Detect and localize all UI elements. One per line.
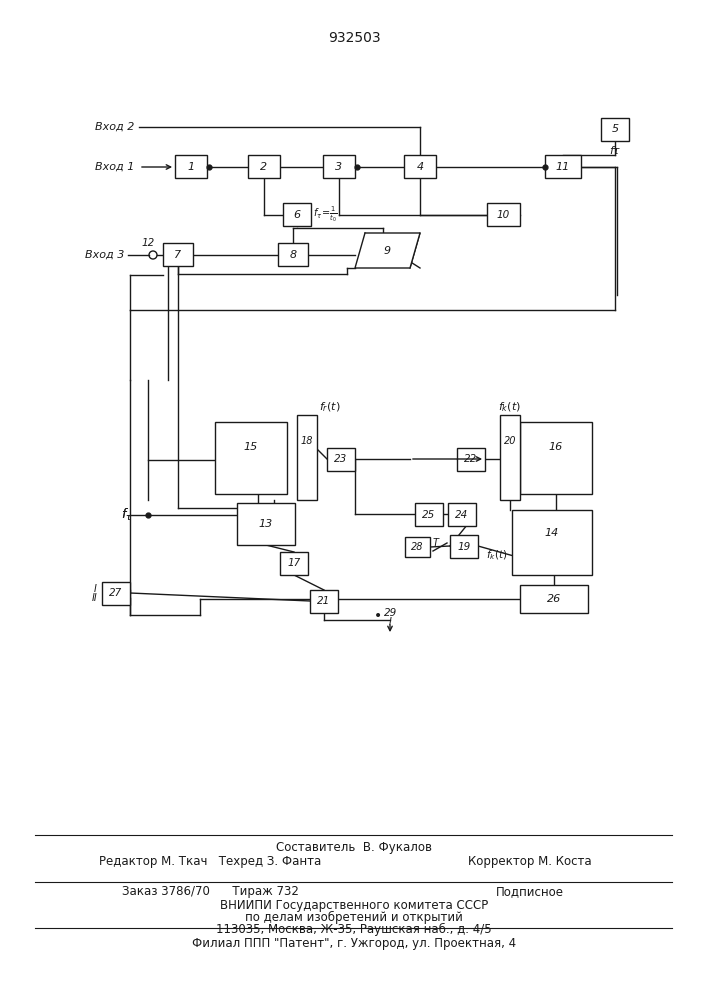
Text: 6: 6 [293, 210, 300, 220]
Bar [278, 243, 308, 266]
Bar [163, 243, 193, 266]
Bar [601, 118, 629, 141]
Text: 10: 10 [497, 210, 510, 220]
Text: Редактор М. Ткач   Техред З. Фанта: Редактор М. Ткач Техред З. Фанта [99, 856, 321, 868]
Text: 22: 22 [464, 454, 478, 464]
Bar [520, 585, 588, 613]
Text: 14: 14 [545, 528, 559, 538]
Bar [283, 203, 311, 226]
Text: 23: 23 [334, 454, 348, 464]
Text: Подписное: Подписное [496, 886, 564, 898]
Text: 20: 20 [504, 436, 516, 446]
Text: $f_τ$: $f_τ$ [122, 507, 133, 523]
Text: $f_\tau\!=\!\frac{1}{t_0}$: $f_\tau\!=\!\frac{1}{t_0}$ [313, 204, 337, 224]
Text: 19: 19 [457, 542, 471, 552]
Text: $f_k(t)$: $f_k(t)$ [498, 400, 521, 414]
Text: 18: 18 [300, 436, 313, 446]
Text: Вход 2: Вход 2 [95, 122, 134, 132]
Bar [280, 552, 308, 575]
Text: 932503: 932503 [327, 31, 380, 45]
Text: ВНИИПИ Государственного комитета СССР: ВНИИПИ Государственного комитета СССР [220, 898, 488, 912]
Text: I: I [94, 584, 97, 594]
Bar [248, 155, 280, 178]
Bar [237, 503, 295, 545]
Text: 113035, Москва, Ж-35, Раушская наб., д. 4/5: 113035, Москва, Ж-35, Раушская наб., д. … [216, 922, 492, 936]
Bar [487, 203, 520, 226]
Text: 29: 29 [384, 608, 397, 618]
Text: 2: 2 [260, 161, 267, 172]
Bar [415, 503, 443, 526]
Text: 15: 15 [244, 442, 258, 452]
Bar [512, 510, 592, 575]
Text: $f_k(t)$: $f_k(t)$ [486, 549, 507, 562]
Text: 28: 28 [411, 542, 423, 552]
Bar [310, 590, 338, 613]
Text: 27: 27 [110, 588, 122, 598]
Text: 24: 24 [455, 510, 469, 520]
Text: 11: 11 [556, 161, 570, 172]
Text: по делам изобретений и открытий: по делам изобретений и открытий [245, 910, 463, 924]
Polygon shape [355, 233, 420, 268]
Text: Заказ 3786/70      Тираж 732: Заказ 3786/70 Тираж 732 [122, 886, 298, 898]
Text: 8: 8 [289, 249, 296, 259]
Text: 3: 3 [335, 161, 343, 172]
Text: 4: 4 [416, 161, 423, 172]
Bar [297, 415, 317, 500]
Bar [457, 448, 485, 471]
Text: 16: 16 [549, 442, 563, 452]
Bar [404, 155, 436, 178]
Text: 21: 21 [317, 596, 331, 606]
Text: 9: 9 [384, 245, 391, 255]
Text: 26: 26 [547, 594, 561, 604]
Bar [500, 415, 520, 500]
Bar [520, 422, 592, 494]
Text: $f_τ$: $f_τ$ [122, 507, 133, 523]
Text: 17: 17 [287, 558, 300, 568]
Text: 13: 13 [259, 519, 273, 529]
Bar [175, 155, 207, 178]
Bar [327, 448, 355, 471]
Text: •: • [374, 609, 382, 623]
Text: Вход 3: Вход 3 [85, 250, 124, 260]
Text: 25: 25 [422, 510, 436, 520]
Text: I: I [389, 617, 392, 627]
Text: Вход 1: Вход 1 [95, 162, 134, 172]
Text: T: T [433, 538, 439, 548]
Text: 12: 12 [141, 238, 155, 248]
Text: fτ: fτ [609, 146, 620, 156]
Bar [545, 155, 581, 178]
Bar [102, 582, 130, 605]
Bar [405, 537, 430, 557]
Text: Филиал ППП "Патент", г. Ужгород, ул. Проектная, 4: Филиал ППП "Патент", г. Ужгород, ул. Про… [192, 936, 516, 950]
Text: 5: 5 [612, 124, 619, 134]
Text: Составитель  В. Фукалов: Составитель В. Фукалов [276, 842, 432, 854]
Bar [323, 155, 355, 178]
Text: 7: 7 [175, 249, 182, 259]
Bar [215, 422, 287, 494]
Bar [448, 503, 476, 526]
Text: 1: 1 [187, 161, 194, 172]
Text: $f_r(t)$: $f_r(t)$ [319, 400, 341, 414]
Bar [450, 535, 478, 558]
Text: Корректор М. Коста: Корректор М. Коста [468, 856, 592, 868]
Text: II: II [91, 593, 97, 603]
